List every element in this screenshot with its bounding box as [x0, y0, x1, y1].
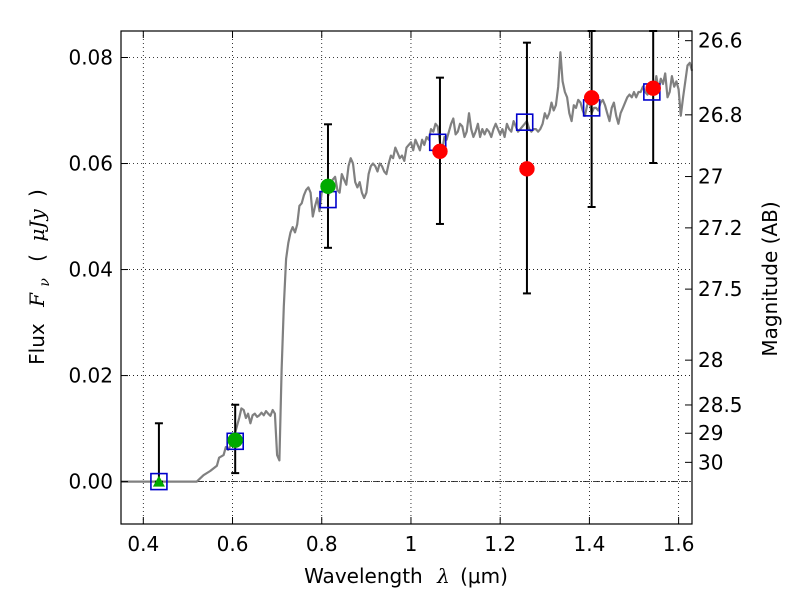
axis-ticks: 0.4 0.6 0.8 1 1.2 1.4 1.6 0.00 0.02 0.04 0.06 0.08 2…	[68, 29, 742, 556]
magnitude-tick-label: 29	[698, 421, 723, 445]
x-tick-label: 1	[405, 532, 418, 556]
y-axis-label-symbol: F	[25, 292, 49, 308]
model-photometry-square	[515, 113, 534, 131]
model-photometry-series	[150, 83, 661, 491]
y-axis-label-paren-open: (	[25, 254, 49, 262]
magnitude-tick-label: 28.5	[698, 393, 743, 417]
x-axis-label-unit: (μm)	[460, 564, 508, 588]
y-tick-label: 0.08	[68, 46, 113, 70]
detection-point	[645, 80, 661, 97]
y-axis-label-text: Flux	[25, 323, 49, 365]
magnitude-tick-label: 27	[698, 165, 723, 189]
plot-frame	[120, 30, 693, 525]
x-tick-label: 0.4	[127, 532, 159, 556]
spectrum-series	[121, 51, 694, 483]
x-axis-label-symbol: λ	[436, 564, 450, 588]
magnitude-tick-label: 27.2	[698, 216, 743, 240]
detection-point	[519, 161, 535, 177]
y-axis-label-subscript: ν	[37, 278, 53, 287]
x-tick-label: 0.8	[306, 532, 338, 556]
magnitude-tick-label: 26.8	[698, 103, 743, 127]
y-tick-label: 0.00	[68, 470, 113, 494]
x-tick-label: 1.4	[573, 532, 605, 556]
y-tick-label: 0.06	[68, 152, 113, 176]
spectrum-line	[121, 51, 694, 483]
upper-limit-triangle	[152, 475, 165, 487]
detection-series	[152, 80, 661, 487]
y-axis-label-paren-close: )	[25, 189, 49, 197]
magnitude-tick-label: 30	[698, 450, 723, 474]
y-axis-label: Flux F ν ( μJy )	[25, 189, 54, 365]
y-tick-label: 0.02	[68, 364, 113, 388]
x-tick-label: 1.2	[484, 532, 516, 556]
detection-point	[320, 178, 336, 195]
grid-lines	[121, 31, 692, 524]
y-tick-label: 0.04	[68, 258, 113, 282]
detection-point	[227, 432, 243, 448]
x-axis-label-text: Wavelength	[304, 564, 423, 588]
right-axis-label: Magnitude (AB)	[758, 201, 782, 356]
magnitude-tick-label: 27.5	[698, 277, 743, 301]
magnitude-tick-label: 26.6	[698, 29, 743, 53]
model-photometry-square	[150, 472, 168, 491]
detection-point	[432, 143, 448, 160]
x-axis-label: Wavelength λ (μm)	[304, 564, 508, 588]
x-tick-label: 0.6	[217, 532, 249, 556]
magnitude-tick-label: 28	[698, 348, 723, 372]
detection-point	[583, 90, 600, 106]
error-bars	[154, 30, 658, 483]
y-axis-label-unit: μJy	[25, 209, 49, 242]
x-tick-label: 1.6	[663, 532, 695, 556]
